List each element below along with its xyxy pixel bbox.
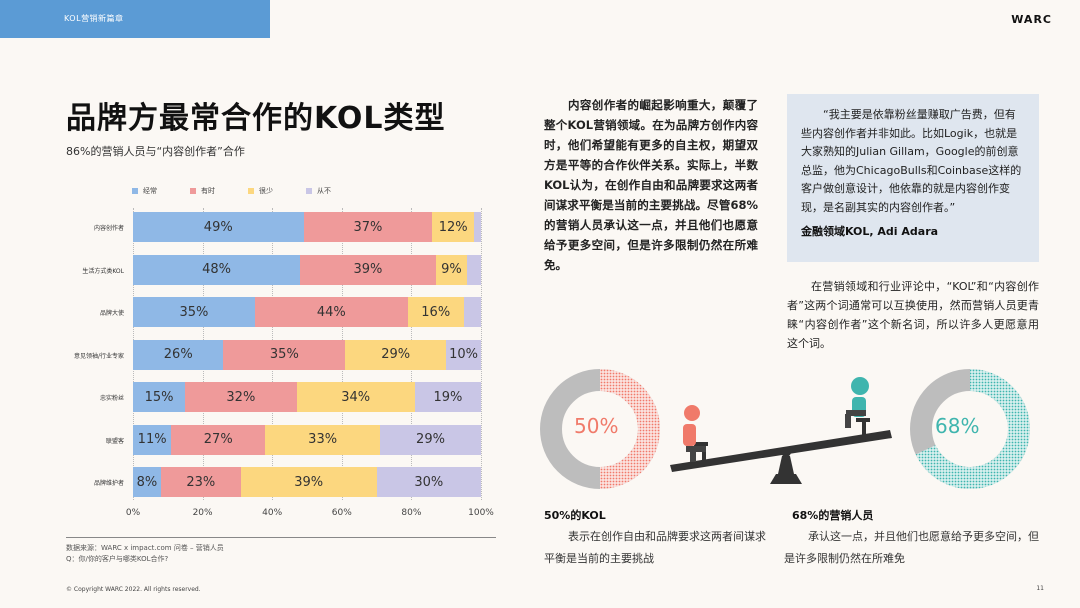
legend-item-never: 从不 [306,186,364,196]
bar-segment: 9% [435,254,468,285]
bar-segment: 49% [133,212,304,242]
stat-marketers-heading: 68%的营销人员 [792,509,874,522]
quote-text: “我主要是依靠粉丝量赚取广告费，但有些内容创作者并非如此。比如Logik，也就是… [801,108,1022,214]
bar-segment: 33% [265,424,381,455]
page-number: 11 [1036,585,1044,592]
chart-legend: 经常 有时 很少 从不 [132,186,364,196]
chart-source: 数据来源：WARC x impact.com 问卷 – 营销人员 Q：你/你的客… [66,543,224,565]
bar-segment: 39% [240,467,377,497]
seesaw-icon [670,418,892,484]
bar-segment: 12% [432,212,475,242]
page-subtitle: 86%的营销人员与“内容创作者”合作 [66,145,245,158]
stat-marketers-value: 68% [935,414,980,438]
bar-row: 48% 39% 9% [133,254,481,285]
stat-kol-value: 50% [574,414,619,438]
donut-kol [540,369,660,489]
child-right-icon [845,377,869,428]
category-label: 意见领袖/行业专家 [73,352,124,360]
donut-marketers [910,369,1030,489]
legend-swatch [306,188,312,194]
source-divider [66,537,496,538]
bar-segment: 35% [133,297,255,327]
category-label: 品牌维护者 [93,480,124,487]
seesaw-illustration [540,369,1030,489]
bar-row: 11% 27% 33% 29% [133,424,481,455]
page-title: 品牌方最常合作的KOL类型 [66,101,446,136]
bar-segment: 37% [303,212,433,242]
legend-swatch [190,188,196,194]
stat-marketers-description: 承认这一点，并且他们也愿意给予更多空间，但是许多限制仍然在所难免 [784,530,1039,565]
bar-segment [463,297,481,327]
bar-row: 15% 32% 34% 19% [133,382,481,412]
terminology-note: 在营销领域和行业评论中，“KOL”和“内容创作者”这两个词通常可以互换使用，然而… [787,280,1039,350]
quote-author: 金融领域KOL, Adi Adara [801,225,939,238]
legend-item-sometimes: 有时 [190,186,248,196]
source-line: 数据来源：WARC x impact.com 问卷 – 营销人员 [66,544,224,552]
gridline [481,208,482,500]
bar-segment: 23% [160,467,241,497]
category-label: 忠实粉丝 [99,395,124,402]
bar-segment: 30% [376,467,481,497]
source-question: Q：你/你的客户与哪类KOL合作? [66,555,169,563]
intro-paragraph: 内容创作者的崛起影响重大，颠覆了整个KOL营销领域。在为品牌方创作内容时，他们希… [544,98,758,272]
bar-row: 26% 35% 29% 10% [133,339,481,370]
bar-segment: 32% [185,382,297,412]
category-label: 联盟客 [105,437,124,445]
stat-kol-description: 表示在创作自由和品牌要求这两者间谋求平衡是当前的主要挑战 [544,530,766,565]
legend-label: 有时 [201,187,215,195]
category-label: 品牌大使 [99,310,124,317]
x-tick-label: 100% [468,508,494,518]
x-tick-label: 80% [401,508,422,518]
x-tick-label: 0% [125,508,141,518]
bar-segment: 35% [223,339,346,370]
bar-segment: 48% [133,254,301,285]
category-label: 生活方式类KOL [82,267,124,275]
bar-row: 8% 23% 39% 30% [133,467,481,497]
section-tag: KOL营销新篇章 [0,0,270,38]
legend-label: 经常 [143,187,157,195]
legend-swatch [248,188,254,194]
copyright-notice: © Copyright WARC 2022. All rights reserv… [66,586,201,593]
x-tick-label: 20% [192,508,213,518]
bar-segment: 10% [446,339,481,370]
legend-label: 从不 [317,187,331,195]
bar-segment: 27% [171,424,266,455]
bar-segment [474,212,481,242]
donut-arc [915,369,1030,489]
legend-swatch [132,188,138,194]
bar-segment: 44% [254,297,408,327]
x-tick-label: 40% [262,508,283,518]
brand-logo: WARC [1011,13,1052,26]
bar-segment: 26% [133,339,224,370]
bar-segment [467,254,481,285]
bar-segment: 16% [407,297,464,327]
legend-item-often: 经常 [132,186,190,196]
legend-item-rarely: 很少 [248,186,306,196]
bar-segment: 15% [133,382,186,412]
category-label: 内容创作者 [93,225,124,232]
bar-row: 35% 44% 16% [133,297,481,327]
bar-segment: 11% [133,424,172,455]
stat-kol-heading: 50%的KOL [544,509,606,522]
child-left-icon [683,405,706,462]
bar-segment: 29% [380,424,481,455]
bar-segment: 8% [133,467,161,497]
quote-box: “我主要是依靠粉丝量赚取广告费，但有些内容创作者并非如此。比如Logik，也就是… [787,94,1039,262]
bar-segment: 39% [300,254,436,285]
bar-row: 49% 37% 12% [133,212,481,242]
bar-segment: 19% [414,382,481,412]
legend-label: 很少 [259,187,273,195]
bar-segment: 29% [345,339,447,370]
bar-segment: 34% [296,382,415,412]
donut-arc [599,369,660,489]
x-tick-label: 60% [331,508,352,518]
